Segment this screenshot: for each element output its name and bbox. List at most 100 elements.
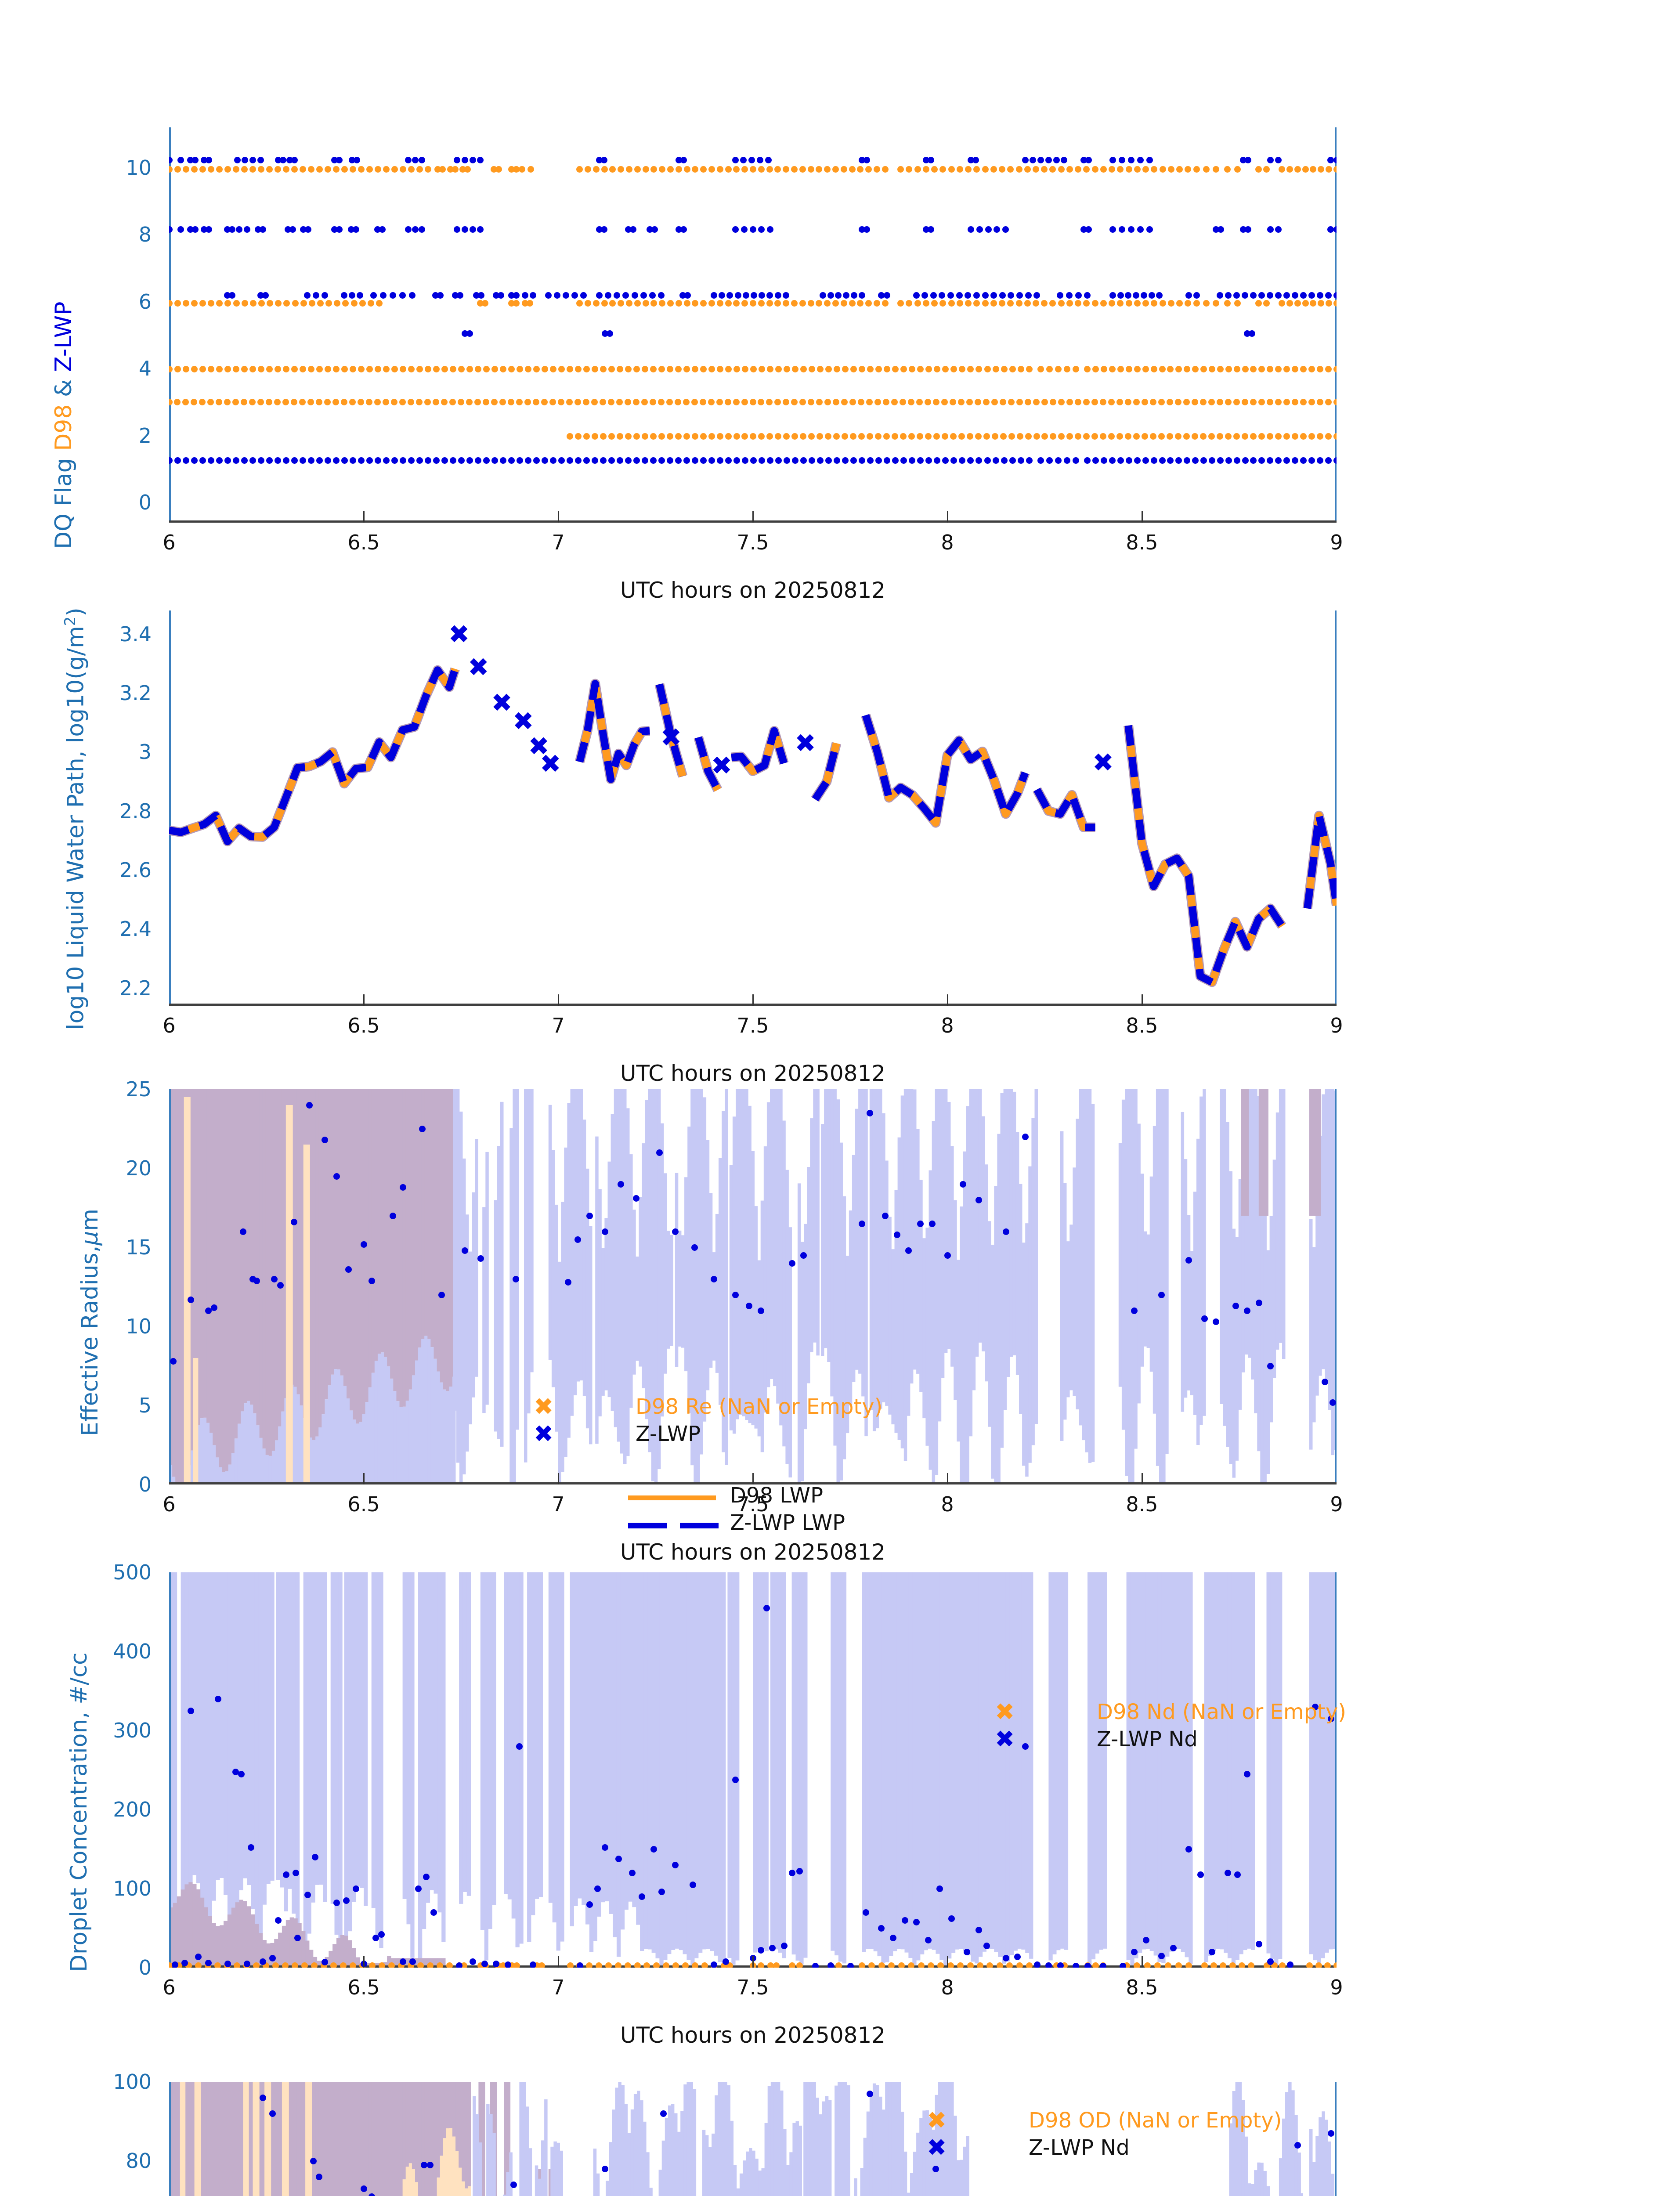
uncertainty-band xyxy=(421,1339,425,1484)
dq-flag-dot xyxy=(1333,300,1337,307)
uncertainty-band xyxy=(390,2082,394,2196)
dq-flag-dot xyxy=(1084,366,1091,373)
uncertainty-band xyxy=(601,1572,605,1903)
uncertainty-band xyxy=(293,2082,297,2196)
dq-flag-dot xyxy=(1176,166,1183,173)
z-lwp-lwp-line xyxy=(694,736,721,792)
dq-flag-dot xyxy=(1308,366,1315,373)
d98-nan-dot xyxy=(967,1962,974,1968)
dq-flag-dot xyxy=(883,398,890,405)
d98-nan-dot xyxy=(977,1962,983,1968)
dq-flag-dot xyxy=(666,433,673,440)
dq-flag-dot xyxy=(800,433,807,440)
dq-flag-dot xyxy=(994,226,1001,233)
uncertainty-band xyxy=(579,1089,583,1381)
dq-flag-dot xyxy=(391,398,398,405)
uncertainty-band xyxy=(469,1251,472,1425)
dq-flag-dot xyxy=(1185,166,1192,173)
x-tick-mark xyxy=(1142,994,1143,1006)
dq-flag-dot xyxy=(975,433,982,440)
uncertainty-band xyxy=(430,1347,434,1484)
uncertainty-band xyxy=(570,1089,574,1416)
uncertainty-band xyxy=(1128,1089,1131,1484)
uncertainty-band xyxy=(375,1963,379,1968)
dq-flag-dot xyxy=(683,398,690,405)
dq-flag-dot xyxy=(1184,457,1191,464)
dq-flag-dot xyxy=(618,300,625,307)
uncertainty-band xyxy=(511,1572,516,1919)
dq-flag-dot xyxy=(216,366,223,373)
dq-flag-dot xyxy=(1283,366,1290,373)
dq-flag-dot xyxy=(266,398,273,405)
z-lwp-data-point xyxy=(477,1255,484,1262)
uncertainty-band xyxy=(191,1089,195,1451)
uncertainty-band xyxy=(831,1572,835,1951)
z-lwp-nd-data-point xyxy=(796,1868,803,1875)
uncertainty-band xyxy=(683,2084,687,2196)
z-lwp-nd-data-point xyxy=(1209,1949,1216,1955)
dq-flag-dot xyxy=(618,166,625,173)
uncertainty-band xyxy=(703,1097,707,1422)
uncertainty-band xyxy=(250,1089,253,1405)
dq-flag-dot xyxy=(529,292,536,299)
dq-flag-dot xyxy=(367,300,374,307)
uncertainty-band xyxy=(374,2082,378,2196)
uncertainty-band xyxy=(173,1572,177,1957)
dq-flag-dot xyxy=(1308,457,1315,464)
uncertainty-band xyxy=(196,1889,201,1968)
d98-nan-dot xyxy=(835,1962,842,1968)
uncertainty-band xyxy=(932,2129,936,2196)
uncertainty-band xyxy=(434,1958,438,1968)
dq-flag-dot xyxy=(990,300,997,307)
uncertainty-band xyxy=(414,1958,419,1968)
uncertainty-band xyxy=(551,1150,555,1387)
dq-flag-dot xyxy=(865,300,872,307)
uncertainty-band xyxy=(1181,1572,1185,1952)
uncertainty-band xyxy=(552,1572,556,1923)
uncertainty-band xyxy=(296,1394,300,1484)
dq-flag-dot xyxy=(599,398,606,405)
uncertainty-band xyxy=(1270,1572,1275,1959)
uncertainty-band xyxy=(506,2172,509,2196)
dq-flag-dot xyxy=(1275,226,1282,233)
dq-flag-dot xyxy=(1184,366,1191,373)
uncertainty-band xyxy=(1244,2136,1248,2196)
uncertainty-band xyxy=(307,1572,311,1934)
dq-flag-dot xyxy=(1325,457,1332,464)
dq-flag-dot xyxy=(332,398,340,405)
uncertainty-band xyxy=(963,1572,967,1951)
uncertainty-band xyxy=(262,1940,267,1968)
dq-flag-dot xyxy=(458,366,465,373)
dq-flag-dot xyxy=(1125,433,1132,440)
dq-flag-dot xyxy=(424,166,431,173)
dq-flag-dot xyxy=(576,166,583,173)
uncertainty-band xyxy=(1199,1096,1203,1425)
panel-lwp-plot: ✖ ✖ ✖ ✖ ✖ ✖ ✖ ✖ ✖ ✖ xyxy=(169,610,1337,1006)
uncertainty-band xyxy=(788,1227,792,1477)
uncertainty-band xyxy=(266,1943,271,1968)
dq-flag-dot xyxy=(332,457,340,464)
uncertainty-band xyxy=(758,2171,762,2196)
dq-flag-dot xyxy=(1046,366,1053,373)
uncertainty-band xyxy=(869,2092,873,2196)
d98-nan-dot xyxy=(1324,1962,1331,1968)
dq-flag-dot xyxy=(1310,166,1317,173)
panel-lwp: log10 Liquid Water Path, log10(g/m2) ✖ ✖ ✖… xyxy=(0,589,1680,1535)
dq-flag-dot xyxy=(241,300,248,307)
uncertainty-band xyxy=(206,1423,210,1484)
dq-flag-dot xyxy=(692,457,699,464)
uncertainty-band xyxy=(434,1572,438,1894)
uncertainty-band xyxy=(1193,1192,1197,1415)
uncertainty-band xyxy=(368,1089,372,1387)
dq-flag-dot xyxy=(1058,398,1065,405)
uncertainty-band xyxy=(212,1923,216,1968)
z-lwp-nd-data-point xyxy=(516,1743,523,1750)
dq-flag-dot xyxy=(922,300,929,307)
dq-flag-dot xyxy=(1294,300,1301,307)
dq-flag-dot xyxy=(207,457,214,464)
uncertainty-band xyxy=(885,1160,889,1406)
uncertainty-band xyxy=(194,2082,201,2196)
uncertainty-band xyxy=(585,1572,590,1925)
uncertainty-band xyxy=(786,2165,790,2196)
dq-flag-dot xyxy=(574,398,581,405)
